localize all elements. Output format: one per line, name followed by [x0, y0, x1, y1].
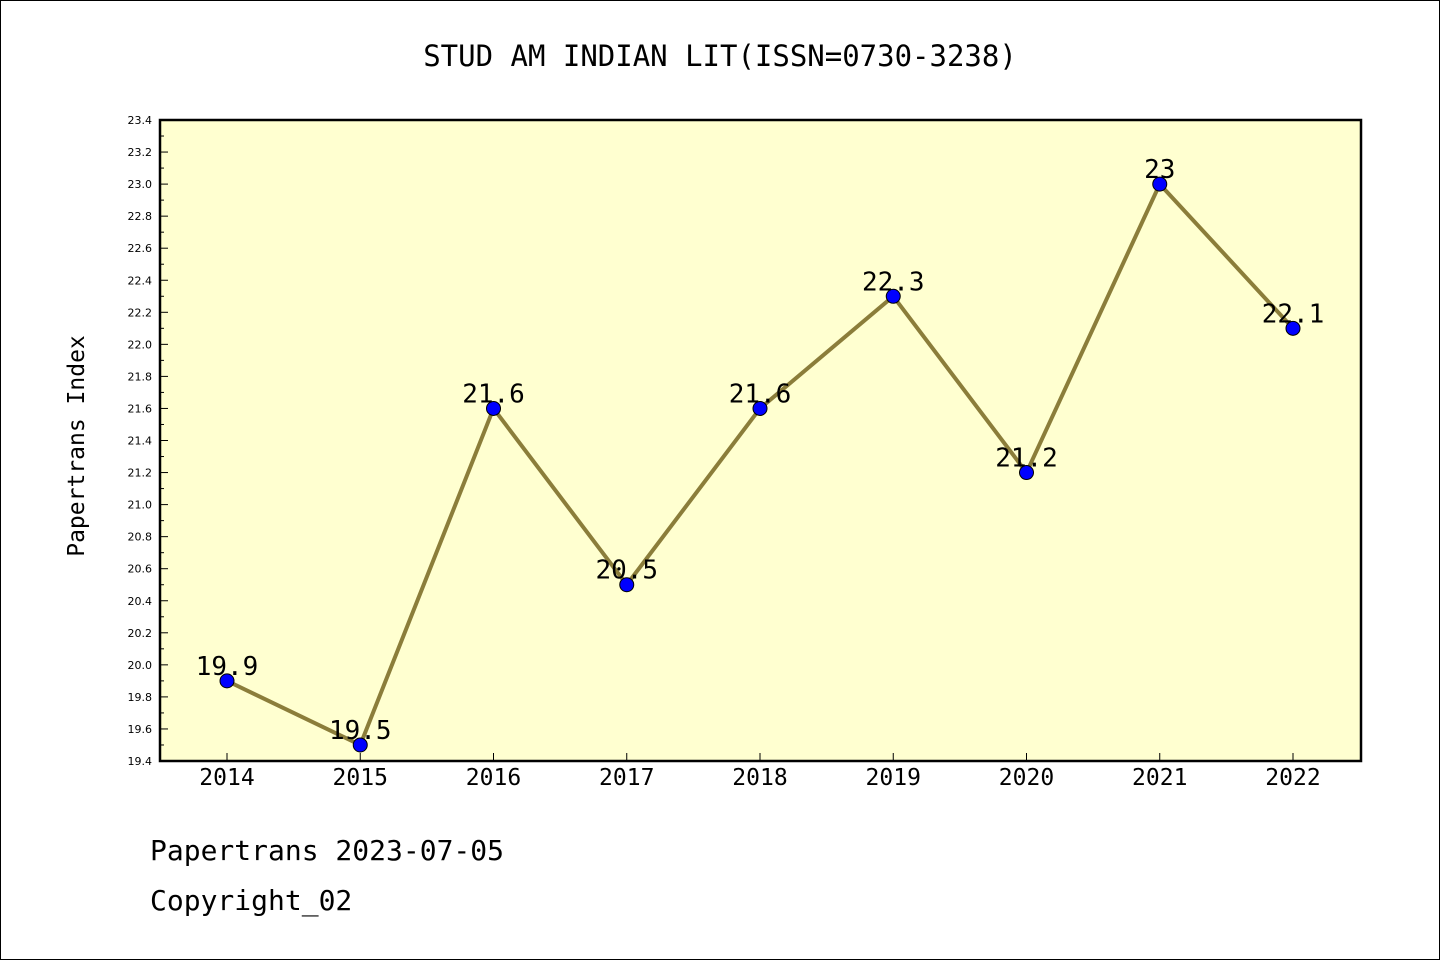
x-tick-label: 2018 [732, 765, 787, 791]
x-tick-label: 2017 [599, 765, 654, 791]
data-label: 19.9 [196, 652, 259, 682]
y-tick-label: 23.2 [128, 146, 153, 159]
y-tick-label: 22.0 [128, 338, 153, 351]
y-tick-label: 22.4 [128, 274, 153, 287]
series-line-group [219, 176, 1301, 753]
data-point [1285, 320, 1301, 336]
footer-copyright: Copyright_02 [150, 884, 353, 917]
data-point [352, 737, 368, 753]
y-tick-label: 20.2 [128, 627, 153, 640]
y-tick-label: 19.6 [128, 723, 153, 736]
data-point [885, 288, 901, 304]
y-tick-label: 19.4 [128, 755, 153, 768]
data-point [486, 400, 501, 416]
data-label: 21.6 [729, 379, 792, 409]
footer-date: Papertrans 2023-07-05 [150, 834, 505, 867]
data-label: 23 [1144, 155, 1175, 185]
x-tick-label: 2016 [466, 765, 521, 791]
x-tick-label: 2021 [1132, 765, 1187, 791]
y-tick-label: 20.8 [128, 531, 153, 544]
x-tick-label: 2020 [999, 765, 1054, 791]
y-axis-label: Papertrans Index [64, 335, 90, 557]
plot-area [158, 118, 1363, 763]
x-tick-label: 2022 [1265, 765, 1320, 791]
data-point [1019, 465, 1034, 481]
data-label: 22.3 [862, 267, 925, 297]
y-tick-label: 21.6 [128, 402, 153, 415]
x-tick-label: 2014 [199, 765, 254, 791]
x-tick-label: 2015 [333, 765, 388, 791]
y-tick-label: 21.0 [128, 499, 153, 512]
y-tick-label: 23.0 [128, 178, 153, 191]
data-label: 21.2 [995, 444, 1058, 474]
y-tick-label: 22.2 [128, 306, 153, 319]
chart-title: STUD AM INDIAN LIT(ISSN=0730-3238) [423, 39, 1017, 73]
data-label: 19.5 [329, 716, 392, 746]
x-tick-label: 2019 [866, 765, 921, 791]
y-tick-label: 21.8 [128, 370, 153, 383]
data-label: 21.6 [462, 379, 525, 409]
y-tick-label: 20.6 [128, 563, 153, 576]
data-point [752, 400, 768, 416]
y-tick-label: 20.4 [128, 595, 153, 608]
y-tick-label: 20.0 [128, 659, 153, 672]
y-tick-label: 23.4 [128, 114, 153, 127]
y-tick-label: 21.2 [128, 467, 153, 480]
data-point [619, 577, 635, 593]
y-tick-label: 21.4 [128, 435, 153, 448]
y-tick-label: 22.8 [128, 210, 153, 223]
data-point [1152, 176, 1168, 192]
data-label: 20.5 [595, 556, 658, 586]
y-tick-label: 22.6 [128, 242, 153, 255]
data-label: 22.1 [1262, 299, 1325, 329]
data-point [219, 673, 235, 689]
data-labels: 19.9 19.5 21.6 20.5 21.6 22.3 21.2 23 22.1 [196, 155, 1325, 746]
y-axis: 19.4 19.6 19.8 20.0 20.2 20.4 20.6 20.8 21.0 21.2… [128, 114, 168, 768]
y-tick-label: 19.8 [128, 691, 153, 704]
x-axis: 2014 2015 2016 2017 2018 2019 2020 2021 2022 [199, 753, 1321, 791]
